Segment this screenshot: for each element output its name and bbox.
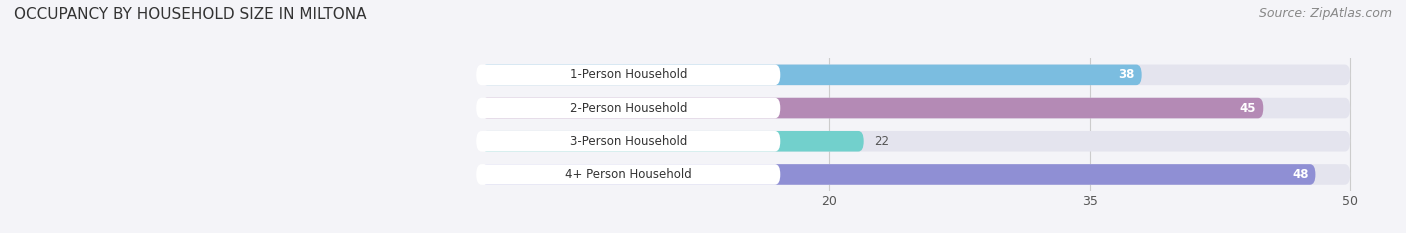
Text: 2-Person Household: 2-Person Household bbox=[569, 102, 688, 115]
FancyBboxPatch shape bbox=[481, 65, 1350, 85]
Text: 48: 48 bbox=[1292, 168, 1309, 181]
Text: 45: 45 bbox=[1240, 102, 1257, 115]
FancyBboxPatch shape bbox=[481, 98, 1350, 118]
Text: 1-Person Household: 1-Person Household bbox=[569, 68, 688, 81]
Text: OCCUPANCY BY HOUSEHOLD SIZE IN MILTONA: OCCUPANCY BY HOUSEHOLD SIZE IN MILTONA bbox=[14, 7, 367, 22]
FancyBboxPatch shape bbox=[477, 131, 780, 151]
FancyBboxPatch shape bbox=[477, 98, 780, 118]
FancyBboxPatch shape bbox=[481, 164, 1350, 185]
Text: 3-Person Household: 3-Person Household bbox=[569, 135, 688, 148]
FancyBboxPatch shape bbox=[481, 131, 863, 151]
FancyBboxPatch shape bbox=[481, 65, 1142, 85]
Text: 22: 22 bbox=[875, 135, 889, 148]
FancyBboxPatch shape bbox=[481, 131, 1350, 151]
Text: 38: 38 bbox=[1118, 68, 1135, 81]
FancyBboxPatch shape bbox=[481, 164, 1316, 185]
FancyBboxPatch shape bbox=[477, 65, 780, 85]
FancyBboxPatch shape bbox=[477, 164, 780, 185]
Text: Source: ZipAtlas.com: Source: ZipAtlas.com bbox=[1258, 7, 1392, 20]
Text: 4+ Person Household: 4+ Person Household bbox=[565, 168, 692, 181]
FancyBboxPatch shape bbox=[481, 98, 1263, 118]
